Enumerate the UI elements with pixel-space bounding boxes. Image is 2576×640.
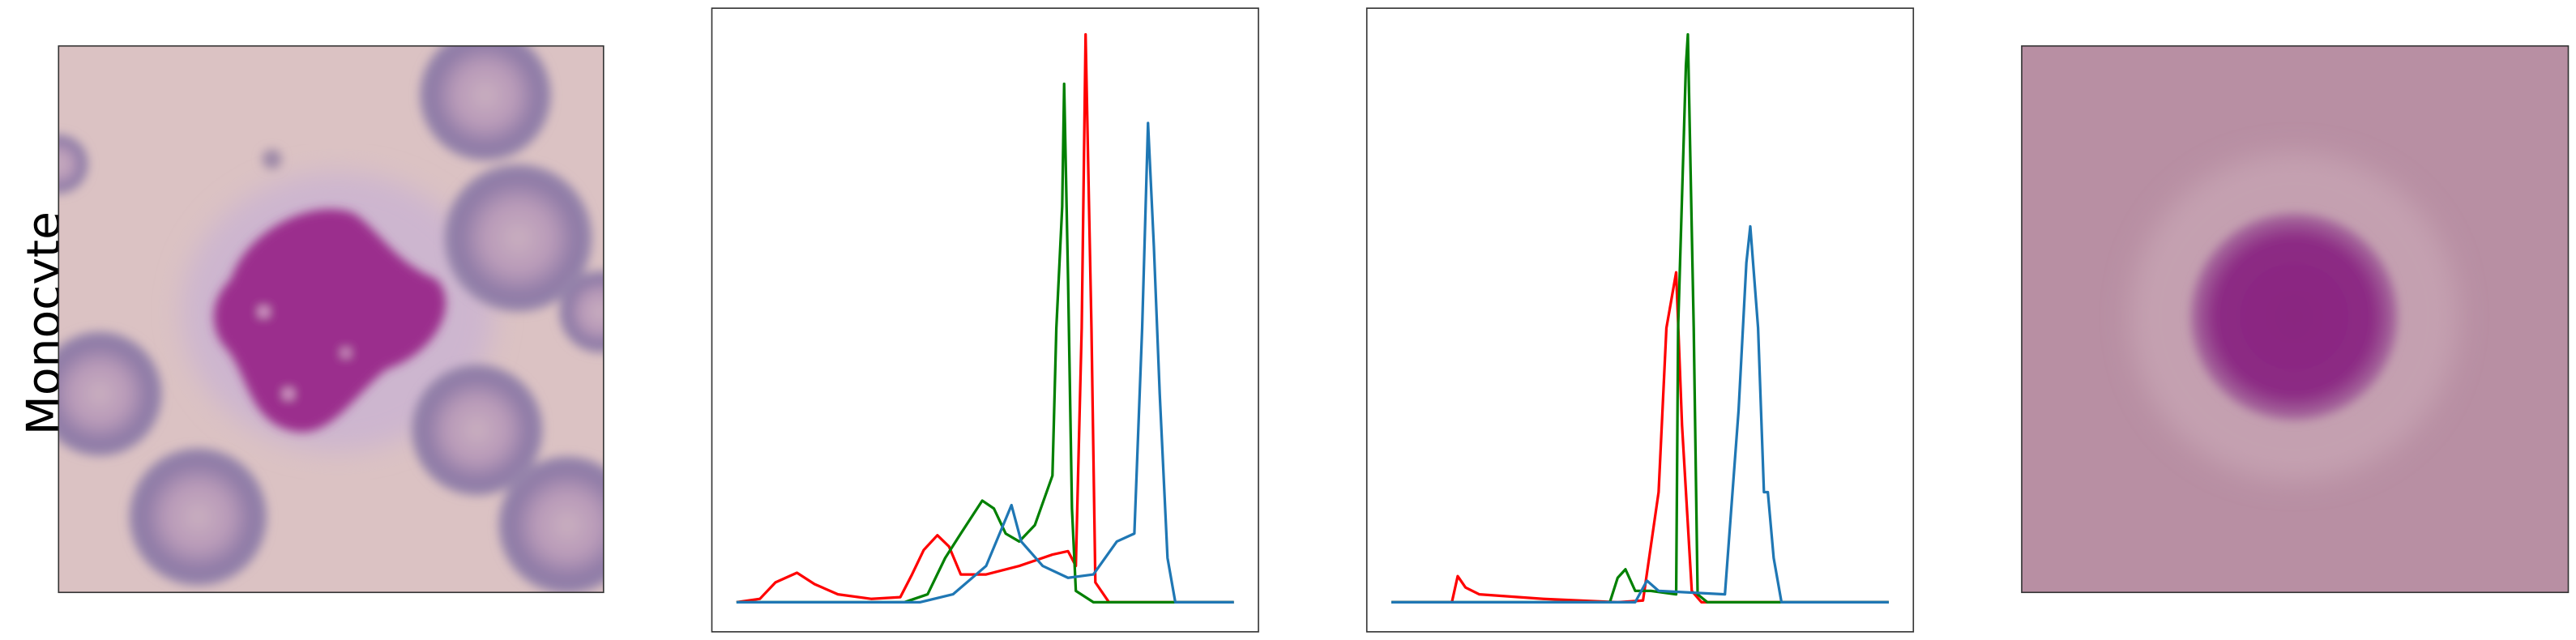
histogram-line: [736, 82, 1234, 604]
histogram-line: [736, 32, 1234, 604]
histogram-line: [736, 122, 1234, 604]
histogram-line: [1391, 271, 1889, 604]
mean-image: [2021, 45, 2569, 593]
histogram-line: [1391, 32, 1889, 604]
image-frame: [2021, 45, 2570, 594]
histogram-line: [1391, 224, 1889, 604]
image-frame: [58, 45, 604, 594]
plot-frame: [1365, 7, 1915, 633]
plot-frame: [711, 7, 1259, 633]
cell-image: [58, 45, 604, 593]
